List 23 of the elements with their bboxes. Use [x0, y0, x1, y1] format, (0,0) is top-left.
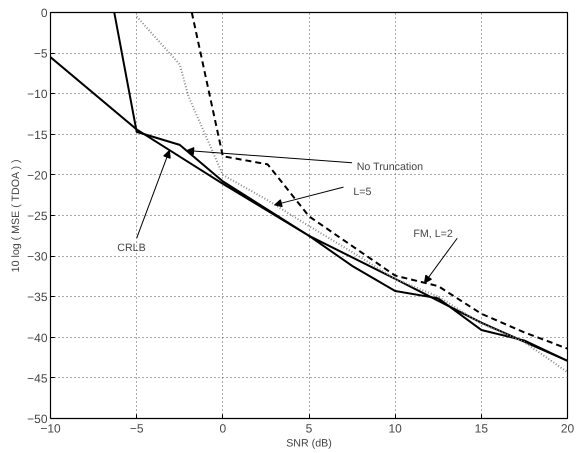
x-tick-label: 15 — [474, 422, 488, 436]
y-axis-title: 10 log ( MSE ( TDOA ) ) — [10, 159, 22, 272]
x-axis-title: SNR (dB) — [286, 438, 332, 450]
y-tick-label: −30 — [27, 250, 48, 264]
annotation: L=5 — [353, 186, 372, 198]
y-tick-label: −35 — [27, 290, 48, 304]
x-tick-label: 10 — [388, 422, 402, 436]
annotation: No Truncation — [356, 160, 424, 173]
y-tick-label: −25 — [27, 209, 48, 223]
x-tick-label: 20 — [560, 422, 574, 436]
y-tick-label: −10 — [27, 87, 48, 102]
annotation: FM, L=2 — [413, 228, 453, 240]
y-tick-label: −20 — [27, 168, 48, 182]
y-tick-label: −15 — [27, 128, 48, 142]
y-tick-label: −50 — [27, 412, 48, 426]
y-tick-label: 0 — [40, 6, 48, 20]
y-tick-label: −5 — [34, 46, 48, 61]
x-tick-label: 5 — [306, 422, 313, 436]
y-tick-label: −45 — [27, 371, 48, 386]
annotation: CRLB — [117, 242, 146, 254]
y-tick-label: −40 — [27, 330, 48, 345]
x-tick-label: −5 — [130, 422, 144, 436]
x-tick-label: 0 — [219, 422, 226, 436]
